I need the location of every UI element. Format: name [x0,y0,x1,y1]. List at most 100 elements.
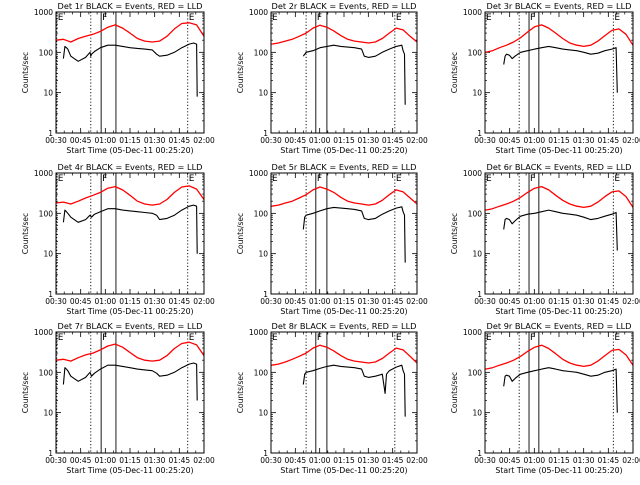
y-axis-label: Counts/sec [450,213,459,254]
series-line-events [62,204,198,254]
y-axis-label: Counts/sec [236,213,245,254]
series-line-events [302,364,406,417]
marker-label: F [102,13,107,23]
x-tick-label: 01:45 [598,136,620,145]
x-axis-label: Start Time (05-Dec-11 00:25:20) [66,146,193,155]
x-tick-label: 01:30 [144,456,166,465]
x-tick-label: 01:15 [119,297,141,306]
x-tick-label: 00:45 [285,456,307,465]
x-tick-label: 01:00 [95,456,117,465]
plot-frame [270,331,418,454]
series-line-lld [485,185,634,211]
series-line-events [302,44,406,105]
marker-label: E [58,174,64,184]
x-tick-label: 01:45 [382,456,404,465]
x-tick-label: 02:00 [406,456,428,465]
chart-panel-3: Det 3r BLACK = Events, RED = LLD 1 10 100 10… [450,1,640,155]
x-axis-label: Start Time (05-Dec-11 00:25:20) [66,307,193,316]
series-line-events [302,206,406,263]
x-tick-label: 00:45 [70,456,92,465]
plot-frame [270,11,418,134]
plot-frame [55,331,205,454]
plot-frame [55,11,205,134]
y-axis-label: Counts/sec [450,52,459,93]
x-tick-label: 01:15 [333,456,355,465]
y-axis-label: Counts/sec [21,213,30,254]
chart-title: Det 6r BLACK = Events, RED = LLD [487,162,632,172]
x-tick-label: 00:30 [45,297,67,306]
y-tick-label: 100 [468,48,483,57]
marker-label: F [317,174,322,184]
y-axis-label: Counts/sec [236,372,245,413]
x-axis-label: Start Time (05-Dec-11 00:25:20) [280,466,407,475]
x-tick-label: 00:30 [260,456,282,465]
series-line-events [503,209,618,251]
marker-label: E [614,174,620,184]
marker-label: E [189,13,195,23]
series-line-lld [271,186,418,207]
y-tick-label: 100 [254,48,269,57]
chart-title: Det 2r BLACK = Events, RED = LLD [272,1,417,11]
y-tick-label: 1 [263,290,268,299]
chart-panel-4: Det 4r BLACK = Events, RED = LLD 1 10 100 10… [21,162,215,316]
x-tick-label: 00:45 [499,297,521,306]
x-tick-label: 01:00 [309,456,331,465]
series-line-events [62,42,198,97]
plot-frame [484,11,634,134]
series-line-events [62,362,198,401]
y-axis-label: Counts/sec [450,372,459,413]
x-axis-label: Start Time (05-Dec-11 00:25:20) [280,307,407,316]
chart-title: Det 7r BLACK = Events, RED = LLD [58,321,203,331]
y-axis-label: Counts/sec [236,52,245,93]
x-tick-label: 01:15 [548,297,570,306]
marker-label: F [317,333,322,343]
x-tick-label: 01:15 [119,456,141,465]
chart-panel-7: Det 7r BLACK = Events, RED = LLD 1 10 100 10… [21,321,215,475]
marker-label: E [396,13,402,23]
y-tick-label: 100 [39,368,54,377]
x-tick-label: 00:30 [260,136,282,145]
y-tick-label: 1000 [463,328,482,337]
y-tick-label: 10 [43,250,53,259]
y-tick-label: 10 [43,409,53,418]
x-axis-label: Start Time (05-Dec-11 00:25:20) [66,466,193,475]
x-tick-label: 01:45 [598,456,620,465]
y-tick-label: 100 [39,48,54,57]
series-line-lld [485,24,634,53]
y-tick-label: 10 [258,250,268,259]
chart-title: Det 3r BLACK = Events, RED = LLD [487,1,632,11]
marker-label: E [189,174,195,184]
series-line-lld [485,344,634,370]
x-tick-label: 01:00 [95,136,117,145]
y-tick-label: 10 [472,250,482,259]
series-line-lld [55,341,205,362]
y-tick-label: 10 [258,409,268,418]
x-tick-label: 00:30 [474,456,496,465]
chart-panel-5: Det 5r BLACK = Events, RED = LLD 1 10 100 10… [236,162,428,316]
x-tick-label: 01:45 [169,136,191,145]
chart-panel-2: Det 2r BLACK = Events, RED = LLD 1 10 100 10… [236,1,428,155]
plot-frame [484,331,634,454]
marker-label: E [272,333,278,343]
series-line-lld [271,24,418,45]
plot-frame [484,172,634,295]
chart-panel-8: Det 8r BLACK = Events, RED = LLD 1 10 100 10… [236,321,428,475]
chart-panel-1: Det 1r BLACK = Events, RED = LLD 1 10 100 10… [21,1,215,155]
x-tick-label: 01:45 [169,297,191,306]
y-tick-label: 1000 [249,328,268,337]
x-axis-label: Start Time (05-Dec-11 00:25:20) [280,146,407,155]
y-tick-label: 10 [472,89,482,98]
y-axis-label: Counts/sec [21,372,30,413]
marker-label: E [486,13,492,23]
x-tick-label: 02:00 [193,456,215,465]
y-tick-label: 10 [258,89,268,98]
x-tick-label: 02:00 [622,136,640,145]
x-tick-label: 01:15 [333,297,355,306]
chart-panel-6: Det 6r BLACK = Events, RED = LLD 1 10 100 10… [450,162,640,316]
x-tick-label: 00:45 [285,136,307,145]
x-tick-label: 00:30 [260,297,282,306]
x-axis-label: Start Time (05-Dec-11 00:25:20) [495,307,622,316]
x-tick-label: 00:30 [474,297,496,306]
marker-label: E [486,174,492,184]
